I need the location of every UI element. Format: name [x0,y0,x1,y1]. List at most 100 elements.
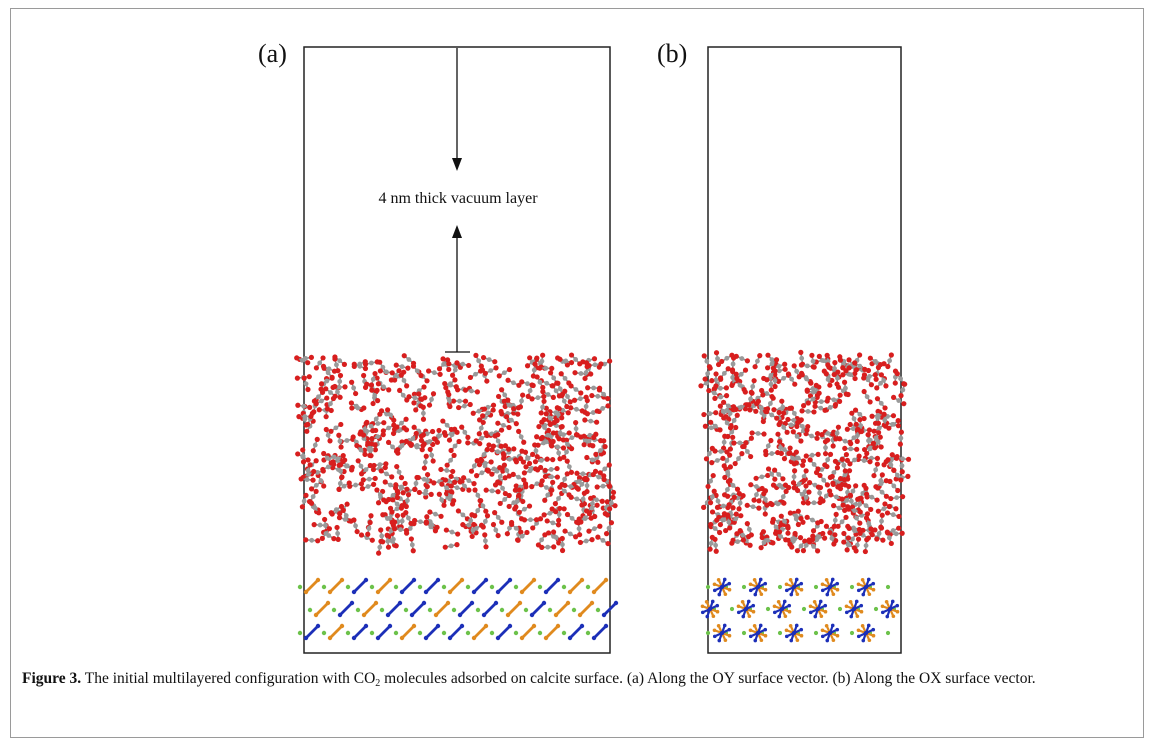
calcium-atom [489,584,495,590]
figure-caption: Figure 3. The initial multilayered confi… [22,668,1130,689]
co2-molecule [476,419,486,437]
co2-molecule [801,393,814,409]
co2-molecule [804,388,822,396]
co2-molecule [805,499,823,506]
co2-molecule [807,539,821,554]
co2-molecule [378,468,395,480]
carbonate-group [471,623,489,641]
co2-molecule [595,534,611,547]
co2-molecule [582,417,600,425]
calcium-atom [297,630,303,636]
co2-molecule [852,360,868,372]
co2-molecule [492,510,505,525]
co2-molecule [841,539,857,551]
co2-molecule [467,368,484,381]
co2-molecule [893,455,912,462]
co2-molecule [777,419,790,435]
calcium-atom [741,584,747,590]
co2-molecule [762,499,768,517]
co2-molecule [556,505,563,523]
co2-molecule [520,451,536,465]
co2-molecule [607,494,616,512]
co2-molecule [375,381,392,393]
co2-molecule [532,456,550,465]
calcium-atom [393,630,399,636]
co2-molecule [321,450,334,466]
co2-molecule [787,530,798,547]
co2-molecule [770,361,788,371]
co2-molecule [360,475,378,483]
co2-molecule [764,368,778,383]
co2-molecule [436,491,447,508]
co2-molecule [354,442,368,457]
co2-molecule [395,438,409,453]
carbonate-group [481,600,499,618]
co2-molecule [457,479,472,493]
carbonate-group [423,577,441,595]
co2-molecule [540,389,556,401]
co2-molecule [597,462,612,476]
co2-molecule [535,532,548,548]
co2-molecule [782,420,800,429]
calcium-atom [849,584,855,590]
simulation-box-a [303,46,611,654]
calcium-atom [537,584,543,590]
co2-molecule [534,374,546,391]
carbonate-group [375,623,393,641]
co2-molecule [323,426,333,444]
calcium-atom [417,630,423,636]
caption-text-1: The initial multilayered configuration w… [81,670,376,687]
carbonate-group [495,623,513,641]
co2-molecule [541,509,559,518]
carbonate-group [337,600,355,618]
calcium-atom [547,607,553,613]
co2-molecule [510,471,527,483]
co2-region-a [294,352,618,556]
co2-molecule [424,471,431,490]
co2-molecule [483,487,501,495]
co2-molecule [376,538,384,556]
co2-molecule [804,514,821,526]
co2-molecule [593,444,608,457]
co2-molecule [308,500,322,516]
co2-molecule [837,468,853,482]
calcium-atom [571,607,577,613]
co2-molecule [754,400,769,415]
co2-molecule [313,355,326,371]
co2-molecule [299,492,309,510]
calcium-atom [777,584,783,590]
co2-molecule [835,514,849,529]
co2-molecule [846,525,863,536]
co2-molecule [864,491,880,503]
co2-molecule [709,455,726,466]
co2-molecule [817,472,830,488]
carbonate-group [447,577,465,595]
carbonate-group [351,577,369,595]
co2-molecule [401,353,417,366]
co2-molecule [846,506,863,515]
co2-molecule [878,372,889,389]
co2-molecule [550,529,562,546]
co2-molecule [765,466,778,482]
co2-molecule [538,482,555,493]
co2-molecule [371,461,389,469]
co2-molecule [439,481,454,495]
co2-molecule [800,489,812,506]
calcium-atom [813,630,819,636]
carbonate-group [519,577,537,595]
co2-molecule [482,532,489,550]
carbonate-group [856,623,876,643]
calcite-slab-b [700,577,900,643]
co2-molecule [368,370,378,388]
co2-molecule [442,542,460,550]
co2-molecule [892,368,899,386]
co2-molecule [450,398,469,404]
co2-molecule [537,365,555,372]
co2-molecule [773,530,789,543]
calcium-atom [417,584,423,590]
co2-molecule [794,538,808,554]
carbonate-group [519,623,537,641]
co2-molecule [336,515,354,524]
co2-molecule [556,424,564,442]
caption-text-2: molecules adsorbed on calcite surface. (… [380,670,1036,687]
